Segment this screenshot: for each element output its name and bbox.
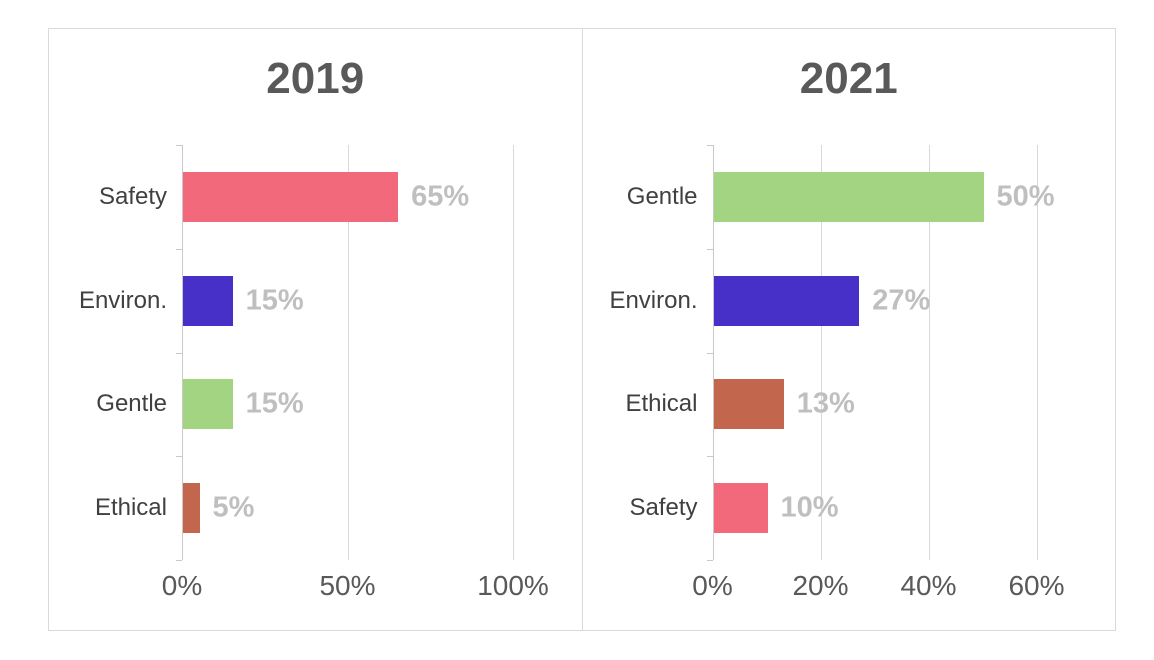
category-axis-tick-mark (176, 352, 182, 354)
chart-row-safety: Safety 10% (629, 456, 1037, 560)
data-label-gentle: 15% (245, 387, 304, 420)
bar-environ (713, 275, 860, 326)
chart-row-environ: Environ. 27% (609, 249, 1037, 353)
bar-safety (183, 171, 399, 222)
category-label-ethical: Ethical (625, 390, 698, 418)
gridline-60% (1036, 145, 1038, 560)
chart-row-safety: Safety 65% (99, 145, 513, 249)
chart-row-ethical: Ethical 13% (625, 353, 1037, 457)
chart-title-2019: 2019 (266, 54, 365, 103)
data-label-ethical: 5% (212, 491, 255, 524)
data-label-environ: 27% (872, 284, 931, 317)
chart-panel-2019: 2019 0% 50% 100% Safety 65% Environ. 15% Gentle… (49, 29, 582, 630)
gridline-20% (820, 145, 822, 560)
category-axis-tick-mark (706, 560, 713, 561)
gridline-40% (928, 145, 930, 560)
gridline-100% (513, 145, 514, 560)
data-label-ethical: 13% (796, 387, 855, 420)
chart-row-ethical: Ethical 5% (95, 456, 513, 560)
chart-row-gentle: Gentle 50% (627, 145, 1055, 249)
bar-environ (183, 275, 233, 326)
charts-container: 2019 0% 50% 100% Safety 65% Environ. 15% Gentle… (48, 28, 1116, 631)
category-label-environ: Environ. (609, 286, 698, 314)
plot-area-2019: 0% 50% 100% Safety 65% Environ. 15% Gentle 15% Et… (79, 145, 549, 600)
category-label-safety: Safety (629, 494, 698, 522)
data-label-safety: 65% (411, 180, 470, 213)
plot-area-2021: 0% 20% 40% 60% Gentle 50% Environ. 27% Ethical 13… (609, 145, 1065, 600)
x-axis-tick-label: 0% (161, 570, 203, 601)
category-label-gentle: Gentle (626, 182, 698, 210)
bar-ethical (713, 379, 784, 430)
chart-title-2021: 2021 (799, 54, 898, 103)
category-axis-tick-mark (176, 248, 182, 250)
category-axis-tick-mark (176, 560, 182, 561)
data-label-gentle: 50% (996, 180, 1055, 213)
bar-safety (713, 483, 768, 534)
category-axis-line (182, 145, 183, 560)
category-axis-line (712, 145, 714, 560)
bar-ethical (183, 483, 200, 534)
category-label-ethical: Ethical (94, 494, 167, 522)
category-label-environ: Environ. (78, 286, 167, 314)
bar-gentle (713, 171, 984, 222)
gridline-50% (347, 145, 349, 560)
x-axis-tick-label: 100% (477, 570, 549, 601)
x-axis-tick-label: 20% (792, 570, 849, 601)
chart-row-gentle: Gentle 15% (96, 353, 513, 457)
chart-row-environ: Environ. 15% (79, 249, 513, 353)
x-axis-tick-label: 50% (319, 570, 376, 601)
category-axis-tick-mark (706, 145, 713, 146)
category-axis-tick-mark (706, 456, 713, 458)
category-label-gentle: Gentle (96, 390, 167, 418)
category-axis-tick-mark (706, 248, 713, 250)
bar-gentle (183, 379, 233, 430)
chart-panel-2021: 2021 0% 20% 40% 60% Gentle 50% Environ. 27% Ethi… (581, 29, 1116, 630)
x-axis-tick-label: 0% (692, 570, 733, 601)
category-axis-tick-mark (176, 456, 182, 458)
category-axis-tick-mark (706, 352, 713, 354)
x-axis-tick-label: 60% (1008, 570, 1065, 601)
x-axis-tick-label: 40% (900, 570, 957, 601)
category-label-safety: Safety (98, 182, 167, 210)
data-label-environ: 15% (245, 284, 304, 317)
data-label-safety: 10% (780, 491, 839, 524)
category-axis-tick-mark (176, 145, 182, 146)
